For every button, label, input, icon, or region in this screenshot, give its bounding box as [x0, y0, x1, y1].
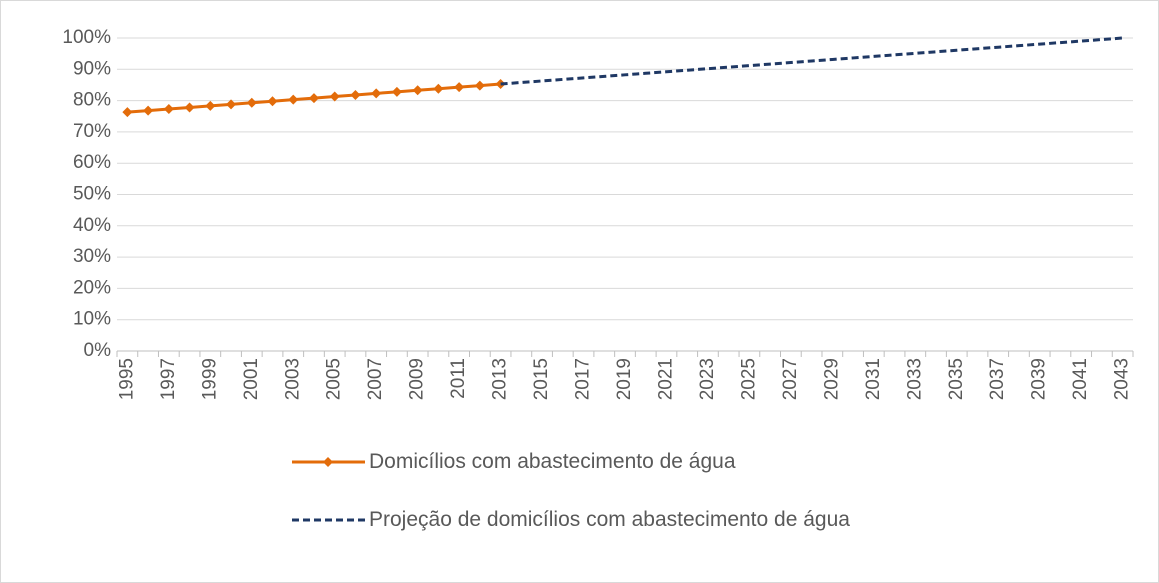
point: [184, 102, 195, 113]
x-tick-label: 2005: [324, 358, 345, 400]
legend-marker: [323, 457, 333, 467]
y-tick-label: 30%: [73, 246, 111, 267]
y-tick-label: 60%: [73, 152, 111, 173]
point: [454, 82, 465, 93]
y-tick-label: 70%: [73, 121, 111, 142]
point: [329, 91, 340, 102]
point: [308, 93, 319, 104]
point: [143, 105, 154, 116]
series-line: [500, 36, 1123, 86]
y-tick-label: 90%: [73, 58, 111, 79]
y-tick-label: 0%: [84, 340, 112, 361]
point: [267, 96, 278, 107]
x-tick-label: 1999: [199, 358, 220, 400]
x-tick-label: 2019: [614, 358, 635, 400]
point: [433, 83, 444, 94]
y-tick-label: 100%: [62, 27, 111, 48]
x-tick-label: 2023: [697, 358, 718, 400]
point: [474, 80, 485, 91]
point: [205, 100, 216, 111]
point: [163, 104, 174, 115]
y-tick-label: 40%: [73, 215, 111, 236]
y-tick-label: 80%: [73, 90, 111, 111]
x-tick-label: 2013: [490, 358, 511, 400]
point: [246, 97, 257, 108]
x-tick-label: 2025: [738, 358, 759, 400]
legend-label: Projeção de domicílios com abastecimento…: [369, 508, 850, 531]
point: [226, 99, 237, 110]
x-tick-label: 2009: [407, 358, 428, 400]
x-tick-label: 2003: [282, 358, 303, 400]
point: [371, 88, 382, 99]
x-tick-label: 1997: [158, 358, 179, 400]
x-tick-label: 2043: [1112, 358, 1133, 400]
x-tick-label: 2041: [1070, 358, 1091, 400]
x-tick-label: 2001: [241, 358, 262, 400]
x-tick-label: 1995: [116, 358, 137, 400]
x-tick-label: 2033: [904, 358, 925, 400]
y-tick-label: 50%: [73, 184, 111, 205]
x-tick-label: 2015: [531, 358, 552, 400]
x-tick-label: 2027: [780, 358, 801, 400]
x-tick-label: 2031: [863, 358, 884, 400]
x-tick-label: 2035: [946, 358, 967, 400]
point: [288, 94, 299, 105]
x-tick-label: 2011: [448, 358, 469, 399]
x-tick-label: 2007: [365, 358, 386, 400]
legend-label: Domicílios com abastecimento de água: [369, 450, 736, 473]
x-tick-label: 2017: [573, 358, 594, 400]
x-tick-label: 2039: [1029, 358, 1050, 400]
x-tick-label: 2029: [821, 358, 842, 400]
point: [350, 89, 361, 100]
point: [391, 86, 402, 97]
y-tick-label: 10%: [73, 309, 111, 330]
point: [122, 107, 133, 118]
y-tick-label: 20%: [73, 277, 111, 298]
point: [412, 85, 423, 96]
x-tick-label: 2037: [987, 358, 1008, 400]
x-tick-label: 2021: [655, 358, 676, 400]
